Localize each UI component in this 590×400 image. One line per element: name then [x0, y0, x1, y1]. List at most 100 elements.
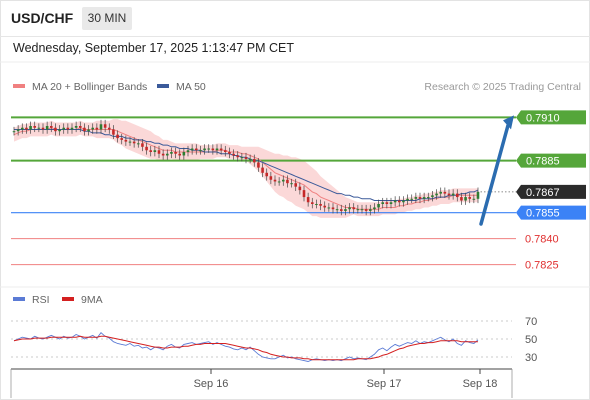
- candle-body: [161, 153, 165, 156]
- candle-body: [157, 150, 161, 154]
- rsi-tick-label: 50: [525, 334, 537, 346]
- candle-body: [45, 126, 49, 130]
- candle-body: [107, 127, 111, 130]
- candle-body: [406, 198, 409, 201]
- target-label-box: [516, 110, 586, 125]
- candle-body: [149, 150, 153, 152]
- candle-body: [331, 207, 335, 210]
- candle-body: [335, 209, 339, 211]
- legend-swatch: [157, 84, 169, 88]
- candle-body: [281, 179, 285, 182]
- candle-body: [435, 193, 438, 196]
- candle-body: [236, 155, 240, 158]
- candle-body: [20, 127, 24, 130]
- rsi-tick-label: 70: [525, 316, 537, 328]
- legend-label: MA 20 + Bollinger Bands: [32, 81, 147, 93]
- candle-body: [319, 204, 322, 206]
- candle-body: [174, 152, 177, 154]
- candle-body: [393, 200, 397, 203]
- support-label: 0.7825: [525, 260, 559, 272]
- candle-body: [244, 157, 248, 159]
- candle-body: [16, 129, 20, 132]
- candle-body: [49, 126, 53, 128]
- candle-body: [269, 176, 273, 180]
- candle-body: [199, 150, 202, 152]
- candle-body: [170, 152, 173, 154]
- candle-body: [418, 197, 422, 199]
- rsi-legend-swatch: [62, 297, 74, 301]
- candle-body: [91, 127, 95, 130]
- candle-body: [431, 195, 434, 198]
- candle-body: [66, 127, 70, 130]
- bollinger-band: [14, 119, 478, 218]
- candle-body: [29, 126, 32, 130]
- target-label-box: [516, 153, 586, 168]
- support-label: 0.7840: [525, 234, 559, 246]
- candle-body: [277, 181, 281, 183]
- candle-body: [70, 127, 74, 130]
- candle-body: [240, 157, 244, 159]
- candle-body: [207, 148, 211, 150]
- candle-body: [190, 148, 194, 151]
- candle-body: [124, 139, 128, 142]
- candle-body: [315, 204, 318, 205]
- candle-body: [211, 148, 215, 151]
- header-bar: USD/CHF 30 MIN: [0, 0, 590, 37]
- candle-body: [472, 198, 476, 200]
- candle-body: [141, 143, 144, 147]
- x-tick-label: Sep 16: [194, 378, 229, 390]
- candle-body: [460, 197, 463, 201]
- last-price-label: 0.7867: [526, 187, 560, 199]
- candle-body: [451, 193, 455, 196]
- candle-body: [136, 143, 140, 145]
- candle-body: [223, 150, 227, 152]
- candle-body: [153, 150, 157, 152]
- candle-body: [25, 127, 28, 130]
- candle-body: [62, 127, 66, 130]
- candle-body: [447, 193, 451, 196]
- x-tick-label: Sep 17: [367, 378, 402, 390]
- candle-body: [468, 197, 472, 199]
- last-price-label-box: [516, 184, 586, 199]
- candle-body: [248, 158, 252, 160]
- candle-body: [414, 197, 418, 199]
- candle-body: [443, 191, 447, 194]
- candle-body: [219, 148, 223, 151]
- candle-body: [83, 127, 86, 132]
- candle-body: [145, 146, 148, 151]
- candle-body: [364, 209, 368, 211]
- candle-body: [132, 141, 136, 144]
- target-label: 0.7910: [526, 112, 560, 124]
- legend-label: MA 50: [176, 81, 206, 93]
- candle-body: [120, 138, 124, 140]
- candle-body: [476, 191, 480, 199]
- candle-body: [41, 127, 45, 130]
- pivot-label-box: [516, 205, 586, 220]
- candle-body: [464, 197, 467, 201]
- candle-body: [257, 162, 260, 168]
- candle-body: [273, 179, 277, 182]
- candle-body: [232, 153, 235, 156]
- candle-body: [54, 127, 57, 132]
- candle-body: [294, 183, 298, 187]
- candle-body: [381, 202, 385, 204]
- candle-body: [178, 153, 182, 156]
- ma50-line: [14, 129, 479, 201]
- candle-body: [103, 124, 107, 128]
- candle-body: [426, 197, 430, 199]
- candle-body: [228, 152, 231, 154]
- candle-body: [356, 209, 360, 211]
- candle-body: [348, 207, 351, 210]
- candle-body: [410, 198, 414, 200]
- candle-body: [203, 148, 206, 151]
- candle-body: [323, 205, 327, 208]
- rsi-tick-label: 30: [525, 352, 537, 364]
- candle-body: [373, 207, 376, 210]
- rsi-legend-swatch: [13, 297, 25, 301]
- candle-body: [368, 209, 372, 211]
- candle-body: [33, 126, 37, 128]
- rsi-line: [13, 332, 479, 362]
- candle-body: [377, 204, 380, 208]
- timeframe-button[interactable]: 30 MIN: [82, 7, 132, 30]
- candle-body: [298, 186, 302, 191]
